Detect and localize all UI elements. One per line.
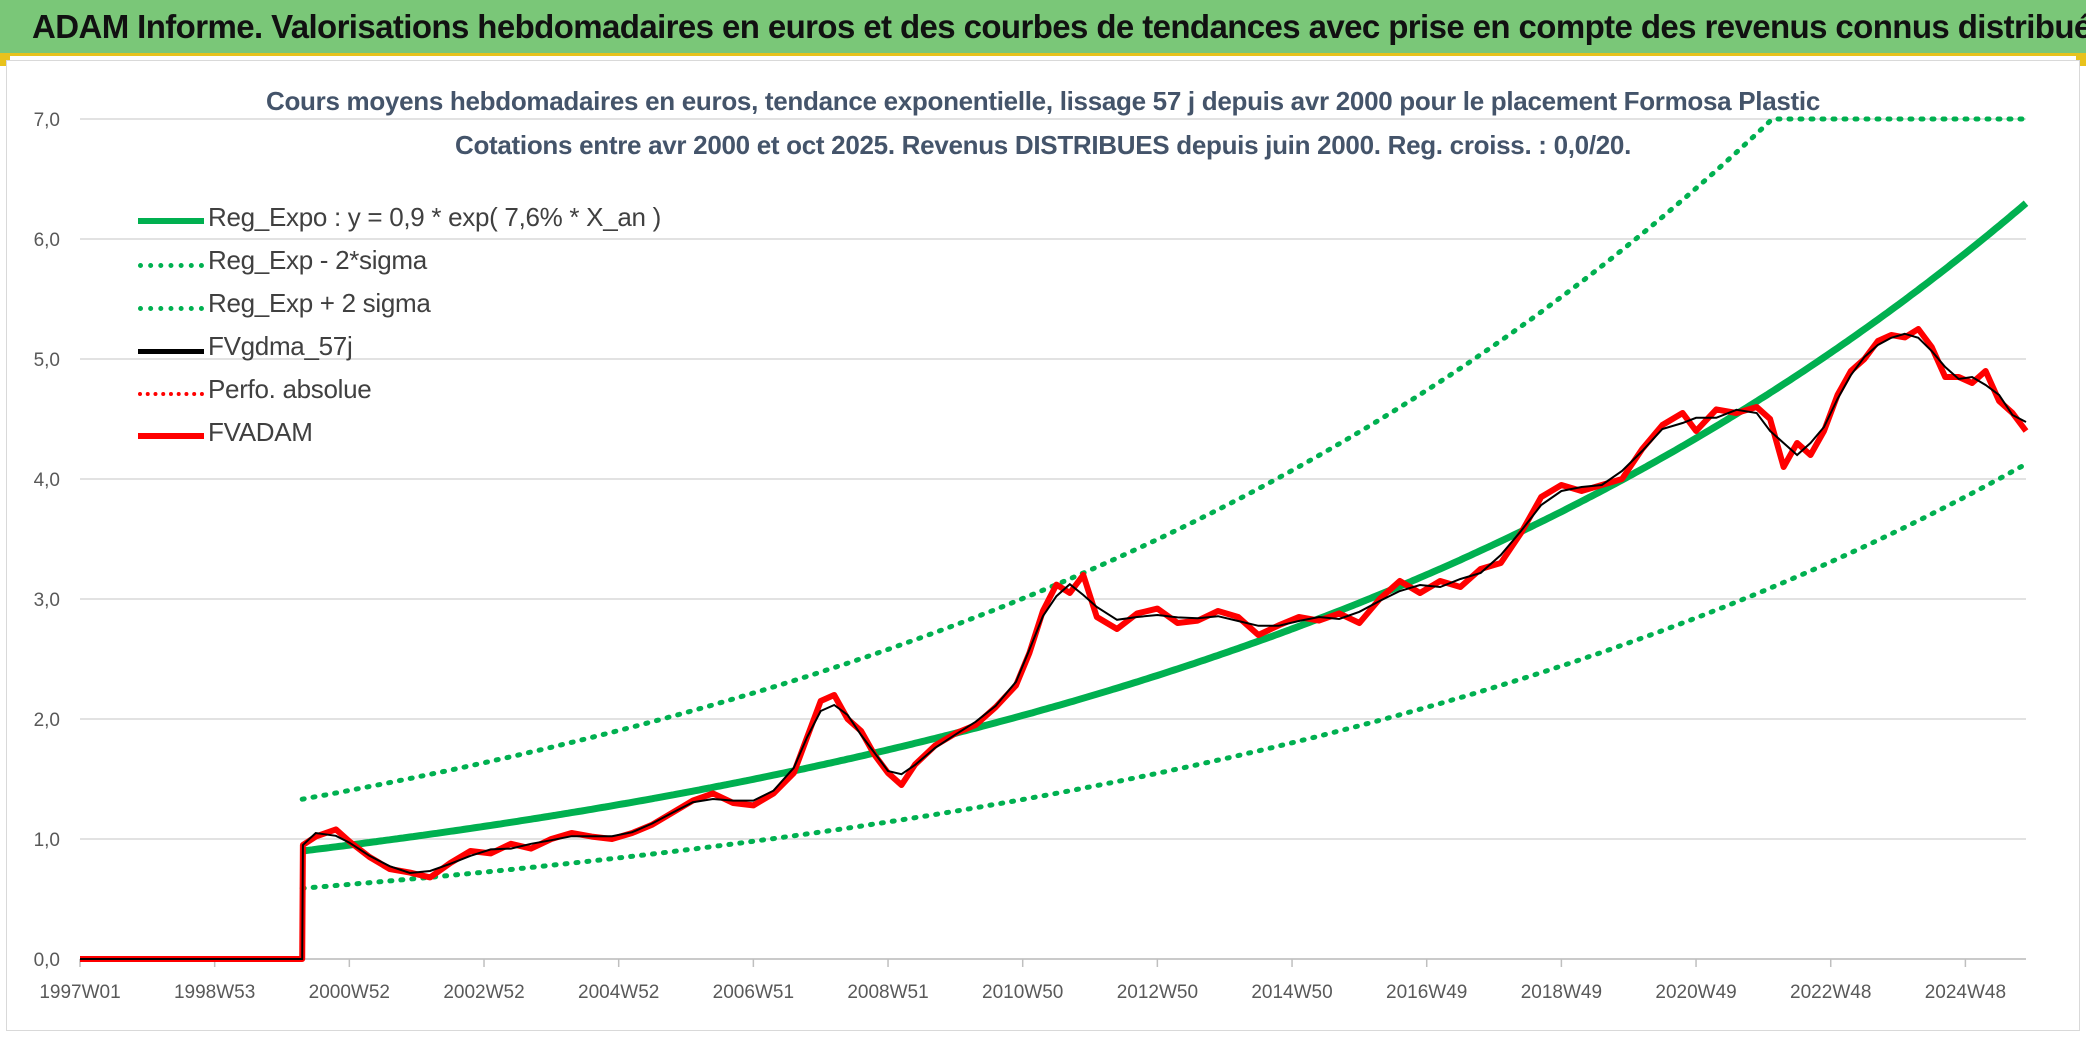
y-tick-label: 6,0 [34,230,60,251]
header-banner: ADAM Informe. Valorisations hebdomadaire… [0,0,2086,56]
x-tick-label: 2002W52 [443,982,524,1003]
x-tick-label: 2010W50 [982,982,1063,1003]
x-tick-label: 2012W50 [1117,982,1198,1003]
legend-swatch-reg-exp-plus [138,306,204,311]
x-tick-label: 2020W49 [1655,982,1736,1003]
x-tick-label: 2022W48 [1790,982,1871,1003]
series-reg-exp-minus [299,461,2029,891]
legend-swatch-reg-exp-minus [138,263,204,268]
y-tick-label: 1,0 [34,830,60,851]
y-tick-label: 5,0 [34,350,60,371]
legend-label-perfo-absolue: Perfo. absolue [208,374,372,404]
legend-swatch-fvadam [138,433,204,439]
legend-swatch-fvgdma [138,349,204,354]
chart-frame [6,60,2080,1031]
y-tick-label: 4,0 [34,470,60,491]
y-tick-label: 3,0 [34,590,60,611]
x-tick-label: 2014W50 [1251,982,1332,1003]
series-reg-exp-plus [299,116,2029,802]
x-tick-label: 1998W53 [174,982,255,1003]
x-tick-label: 2008W51 [847,982,928,1003]
series-fvgdma-57j [80,332,2027,960]
legend-label-reg-exp-plus: Reg_Exp + 2 sigma [208,288,431,318]
x-tick-label: 2000W52 [309,982,390,1003]
legend-label-reg-expo: Reg_Expo : y = 0,9 * exp( 7,6% * X_an ) [208,202,661,232]
series-fvadam [80,326,2029,962]
x-tick-label: 2016W49 [1386,982,1467,1003]
x-tick-label: 2006W51 [713,982,794,1003]
y-tick-label: 0,0 [34,950,60,971]
page-title: ADAM Informe. Valorisations hebdomadaire… [32,8,2086,45]
y-tick-label: 7,0 [34,110,60,131]
chart-title: Cours moyens hebdomadaires en euros, ten… [265,86,1820,116]
corner-mark-right [2076,56,2086,66]
x-tick-label: 2004W52 [578,982,659,1003]
legend-label-reg-exp-minus: Reg_Exp - 2*sigma [208,245,427,275]
corner-mark-left [0,56,10,66]
x-tick-label: 2018W49 [1521,982,1602,1003]
legend-swatch-perfo-absolue [138,392,204,396]
y-tick-label: 2,0 [34,710,60,731]
x-tick-label: 2024W48 [1925,982,2006,1003]
x-tick-label: 1997W01 [39,982,120,1003]
legend-label-fvgdma: FVgdma_57j [208,331,353,361]
legend-swatch-reg-expo [138,218,204,224]
legend-label-fvadam: FVADAM [208,417,313,447]
chart-subtitle: Cotations entre avr 2000 et oct 2025. Re… [454,130,1632,160]
series-reg-expo [301,200,2029,855]
